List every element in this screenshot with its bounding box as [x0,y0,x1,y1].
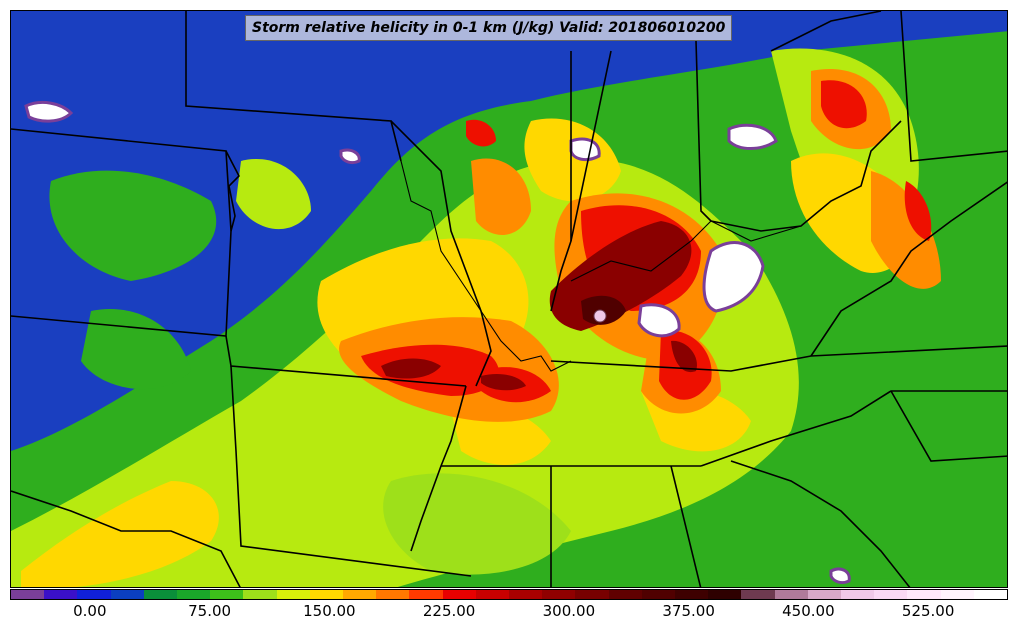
colorbar-segment [177,590,211,599]
colorbar [10,589,1008,600]
state-borders [11,11,1007,587]
colorbar-tick-label: 375.00 [662,602,715,620]
colorbar-segment [276,590,310,599]
colorbar-segment [475,590,510,599]
colorbar-segment [841,590,875,599]
colorbar-segment [376,590,410,599]
colorbar-segment [708,590,742,599]
colorbar-segment [11,590,45,599]
colorbar-segment [940,590,974,599]
colorbar-segment [641,590,676,599]
colorbar-segment [44,590,78,599]
rivers [400,160,802,372]
colorbar-segment [774,590,808,599]
helicity-map [10,10,1008,588]
colorbar-segment [973,590,1008,599]
colorbar-tick-label: 300.00 [542,602,596,620]
colorbar-segment [542,590,576,599]
field-white [24,101,851,585]
colorbar-tick-label: 450.00 [782,602,835,620]
colorbar-segment [210,590,244,599]
colorbar-tick-labels: 0.00 75.00 150.00 225.00 300.00 375.00 450.00 5… [10,602,1008,624]
colorbar-segment [608,590,642,599]
colorbar-segment [309,590,344,599]
colorbar-tick-label: 225.00 [422,602,476,620]
colorbar-segment [143,590,178,599]
colorbar-segment [343,590,377,599]
field-peak-pink [593,309,607,323]
field-maroon-core [581,295,626,325]
colorbar-segment [741,590,775,599]
colorbar-tick-label: 150.00 [303,602,356,620]
colorbar-segment [409,590,443,599]
colorbar-tick-label: 0.00 [73,602,107,620]
colorbar-segment [807,590,842,599]
colorbar-segment [575,590,609,599]
colorbar-segment [509,590,543,599]
colorbar-tick-label: 525.00 [901,602,955,620]
colorbar-segment [110,590,144,599]
colorbar-segment [442,590,476,599]
colorbar-segment [907,590,941,599]
colorbar-segment [675,590,709,599]
colorbar-segment [243,590,277,599]
colorbar-segment [77,590,111,599]
colorbar-segment [874,590,908,599]
map-title: Storm relative helicity in 0-1 km (J/kg)… [245,15,733,41]
colorbar-tick-label: 75.00 [188,602,232,620]
